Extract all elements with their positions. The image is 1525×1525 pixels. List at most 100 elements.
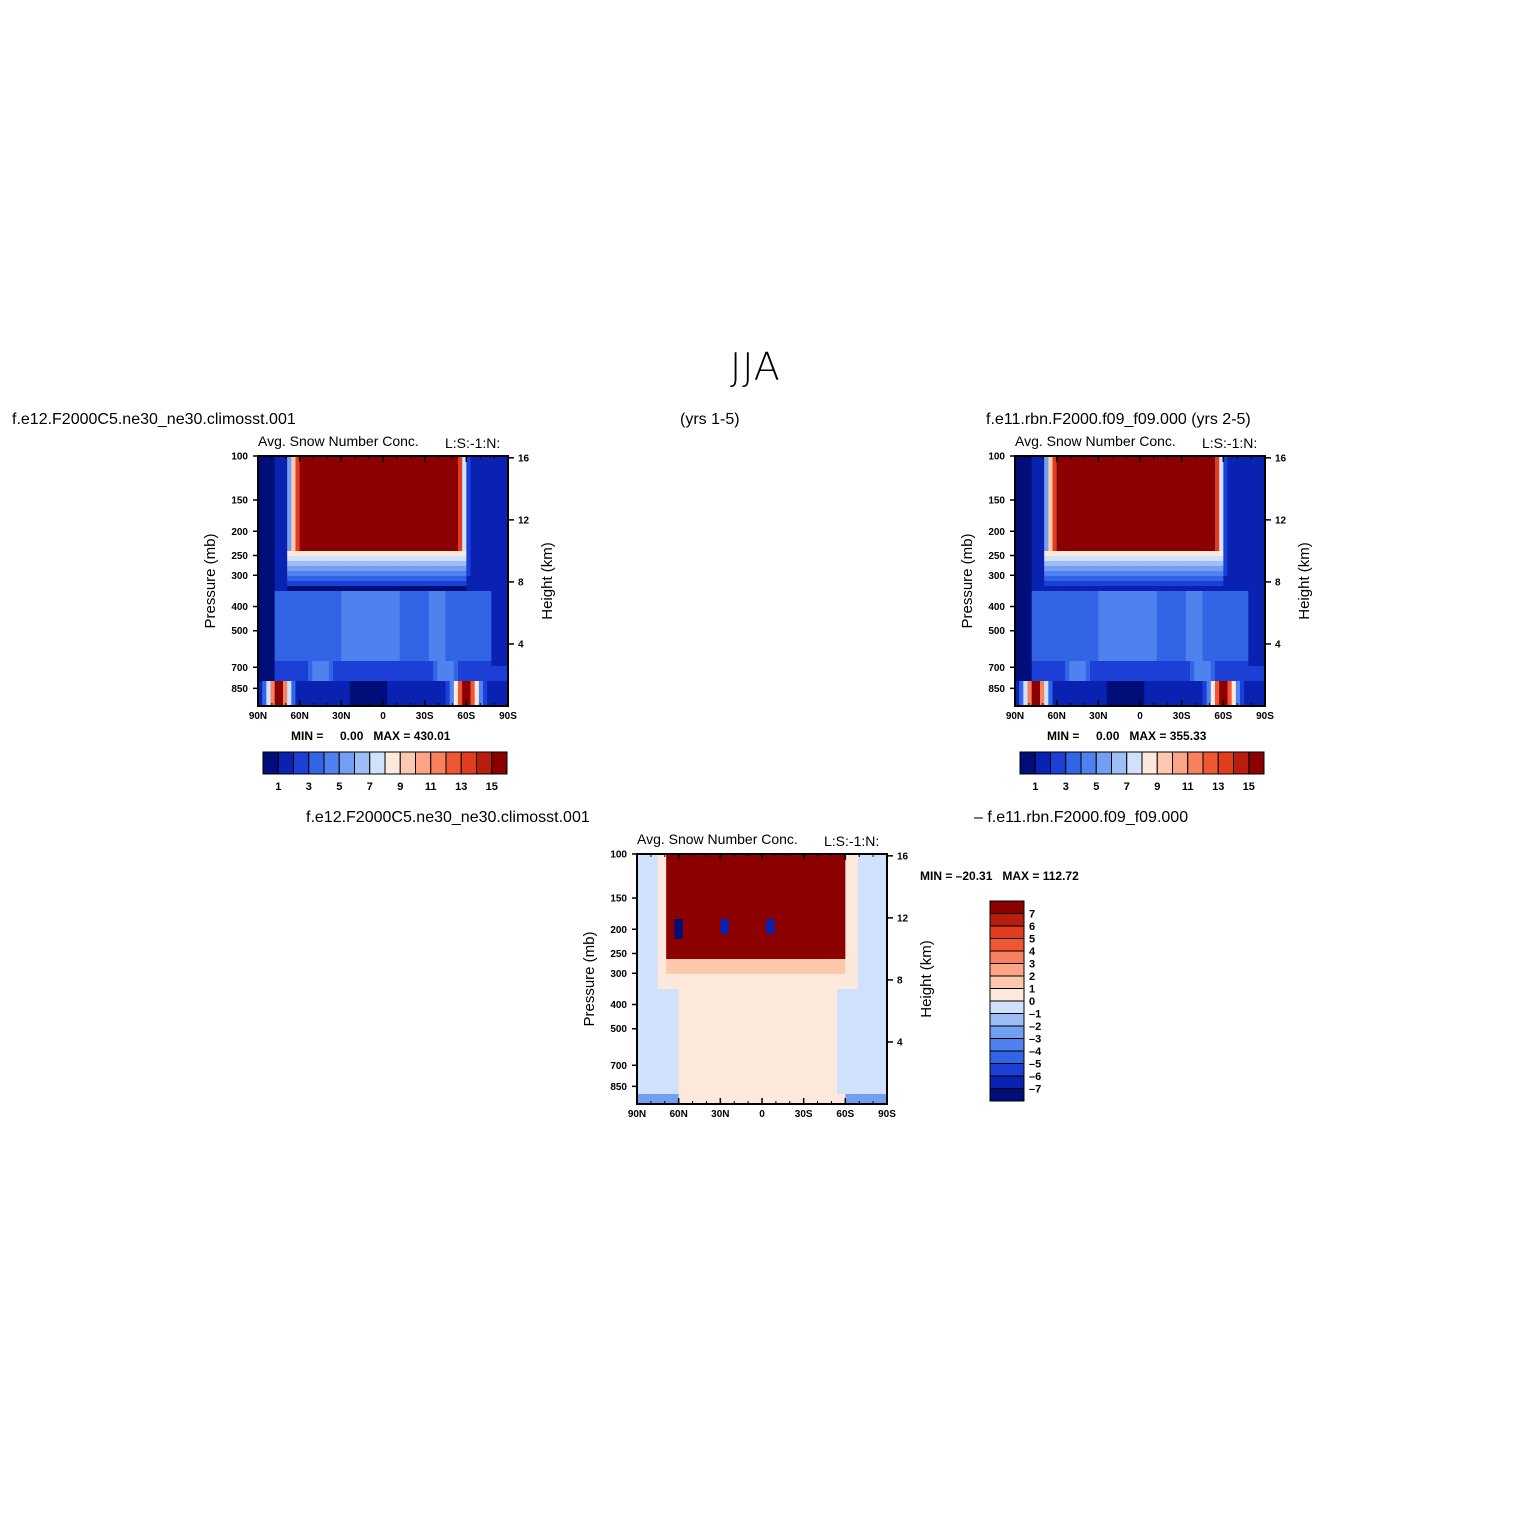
heatmap-cell bbox=[1198, 586, 1204, 592]
heatmap-cell bbox=[1019, 591, 1024, 597]
heatmap-cell bbox=[328, 456, 334, 462]
heatmap-cell bbox=[345, 536, 351, 542]
heatmap-cell bbox=[328, 691, 334, 697]
heatmap-cell bbox=[1252, 516, 1258, 522]
heatmap-cell bbox=[1206, 571, 1212, 577]
heatmap-cell bbox=[299, 686, 305, 692]
heatmap-cell bbox=[1173, 476, 1179, 482]
heatmap-cell bbox=[1144, 586, 1149, 592]
heatmap-cell bbox=[295, 596, 301, 602]
x-tick-label: 30N bbox=[332, 711, 350, 722]
heatmap-cell bbox=[1131, 581, 1137, 587]
heatmap-cell bbox=[403, 581, 409, 587]
heatmap-cell bbox=[495, 671, 501, 677]
heatmap-cell bbox=[1156, 456, 1162, 462]
heatmap-cell bbox=[391, 696, 397, 702]
heatmap-cell bbox=[1252, 506, 1258, 512]
heatmap-cell bbox=[1035, 476, 1041, 482]
heatmap-cell bbox=[1110, 551, 1116, 557]
heatmap-cell bbox=[1131, 466, 1137, 472]
heatmap-cell bbox=[262, 606, 267, 612]
heatmap-cell bbox=[1160, 551, 1166, 557]
heatmap-cell bbox=[1248, 506, 1254, 512]
heatmap-cell bbox=[1144, 536, 1149, 542]
heatmap-cell bbox=[303, 571, 309, 577]
heatmap-cell bbox=[353, 561, 359, 567]
heatmap-cell bbox=[1110, 501, 1116, 507]
heatmap-cell bbox=[462, 686, 467, 692]
heatmap-cell bbox=[283, 526, 288, 532]
heatmap-cell bbox=[491, 551, 497, 557]
heatmap-cell bbox=[503, 641, 509, 647]
heatmap-cell bbox=[341, 576, 347, 582]
heatmap-cell bbox=[303, 471, 309, 477]
heatmap-cell bbox=[299, 471, 305, 477]
y-right-tick-label: 8 bbox=[518, 577, 524, 588]
heatmap-cell bbox=[291, 681, 297, 687]
heatmap-cell bbox=[374, 636, 380, 642]
heatmap-cell bbox=[374, 541, 380, 547]
heatmap-cell bbox=[1135, 501, 1141, 507]
heatmap-cell bbox=[333, 546, 338, 552]
heatmap-cell bbox=[478, 636, 484, 642]
heatmap-cell bbox=[1044, 536, 1049, 542]
heatmap-cell bbox=[1073, 541, 1079, 547]
heatmap-cell bbox=[1073, 606, 1079, 612]
heatmap-cell bbox=[1181, 576, 1187, 582]
heatmap-cell bbox=[1015, 586, 1020, 592]
heatmap-cell bbox=[1185, 466, 1191, 472]
heatmap-cell bbox=[1144, 576, 1149, 582]
heatmap-cell bbox=[1244, 526, 1249, 532]
heatmap-cell bbox=[283, 596, 288, 602]
heatmap-cell bbox=[295, 591, 301, 597]
heatmap-cell bbox=[499, 496, 505, 502]
heatmap-cell bbox=[387, 651, 392, 657]
heatmap-cell bbox=[474, 701, 480, 707]
heatmap-cell bbox=[383, 676, 388, 682]
heatmap-cell bbox=[408, 681, 413, 687]
heatmap-cell bbox=[1085, 521, 1091, 527]
heatmap-cell bbox=[503, 611, 509, 617]
heatmap-cell bbox=[383, 661, 388, 667]
heatmap-cell bbox=[453, 686, 459, 692]
heatmap-cell bbox=[1123, 541, 1129, 547]
heatmap-cell bbox=[274, 661, 280, 667]
heatmap-cell bbox=[328, 481, 334, 487]
heatmap-cell bbox=[295, 631, 301, 637]
heatmap-cell bbox=[462, 626, 467, 632]
heatmap-cell bbox=[1106, 466, 1112, 472]
heatmap-cell bbox=[1206, 521, 1212, 527]
heatmap-cell bbox=[1244, 576, 1249, 582]
heatmap-cell bbox=[1156, 561, 1162, 567]
heatmap-cell bbox=[1065, 611, 1070, 617]
heatmap-cell bbox=[337, 541, 342, 547]
heatmap-cell bbox=[408, 581, 413, 587]
heatmap-cell bbox=[1119, 491, 1124, 497]
heatmap-cell bbox=[337, 611, 342, 617]
heatmap-cell bbox=[1019, 496, 1024, 502]
heatmap-cell bbox=[324, 526, 330, 532]
heatmap-cell bbox=[291, 581, 297, 587]
heatmap-cell bbox=[324, 691, 330, 697]
heatmap-cell bbox=[328, 681, 334, 687]
heatmap-cell bbox=[283, 611, 288, 617]
heatmap-cell bbox=[333, 521, 338, 527]
heatmap-cell bbox=[387, 661, 392, 667]
heatmap-cell bbox=[1206, 526, 1212, 532]
heatmap-cell bbox=[308, 661, 313, 667]
heatmap-cell bbox=[358, 556, 363, 562]
heatmap-cell bbox=[1135, 516, 1141, 522]
heatmap-cell bbox=[1052, 536, 1058, 542]
heatmap-cell bbox=[437, 536, 442, 542]
heatmap-cell bbox=[349, 581, 355, 587]
heatmap-cell bbox=[408, 696, 413, 702]
heatmap-cell bbox=[283, 666, 288, 672]
heatmap-cell bbox=[1202, 581, 1208, 587]
heatmap-cell bbox=[378, 601, 384, 607]
heatmap-cell bbox=[341, 651, 347, 657]
heatmap-cell bbox=[366, 531, 372, 537]
heatmap-cell bbox=[1198, 456, 1204, 462]
heatmap-cell bbox=[391, 471, 397, 477]
heatmap-cell bbox=[262, 511, 267, 517]
heatmap-cell bbox=[341, 561, 347, 567]
